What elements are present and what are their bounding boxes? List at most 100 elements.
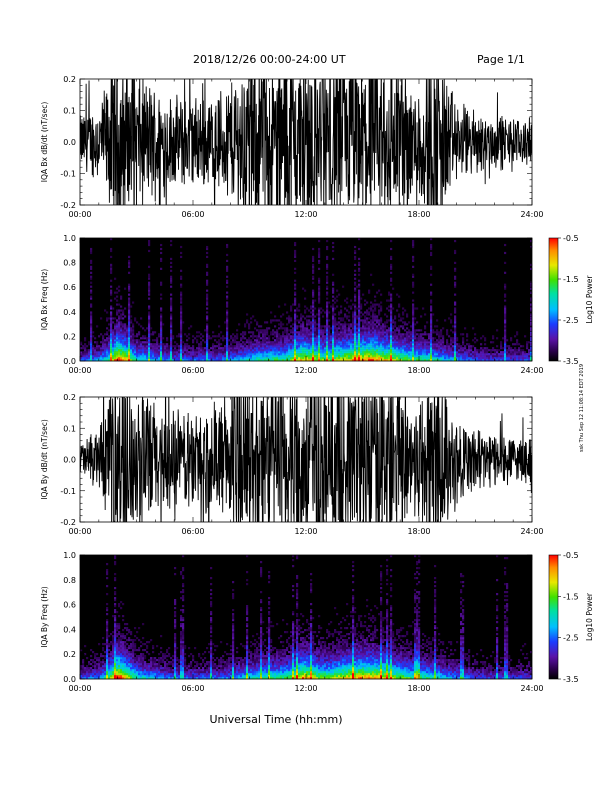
spectrogram-cell — [368, 351, 371, 354]
spectrogram-cell — [384, 343, 387, 346]
spectrogram-cell — [228, 357, 231, 360]
spectrogram-cell — [412, 285, 415, 288]
spectrogram-cell — [372, 309, 375, 312]
spectrogram-cell — [232, 353, 235, 356]
spectrogram-cell — [444, 353, 447, 356]
spectrogram-cell — [496, 357, 499, 360]
spectrogram-cell — [304, 357, 307, 360]
spectrogram-cell — [374, 333, 377, 336]
spectrogram-cell — [330, 333, 333, 336]
spectrogram-cell — [120, 337, 123, 340]
spectrogram-cell — [154, 331, 157, 334]
spectrogram-cell — [218, 359, 221, 362]
spectrogram-cell — [110, 329, 113, 332]
spectrogram-cell — [90, 671, 93, 674]
spectrogram-cell — [130, 645, 133, 648]
spectrogram-cell — [350, 357, 353, 360]
spectrogram-cell — [490, 341, 493, 344]
spectrogram-cell — [142, 355, 145, 358]
spectrogram-cell — [380, 343, 383, 346]
spectrogram-cell — [160, 351, 163, 354]
spectrogram-cell — [110, 327, 113, 330]
spectrogram-cell — [368, 343, 371, 346]
spectrogram-cell — [312, 321, 315, 324]
spectrogram-cell — [100, 667, 103, 670]
spectrogram-cell — [308, 353, 311, 356]
spectrogram-cell — [260, 359, 263, 362]
spectrogram-cell — [406, 345, 409, 348]
spectrogram-cell — [508, 351, 511, 354]
spectrogram-cell — [350, 329, 353, 332]
spectrogram-cell — [358, 319, 361, 322]
spectrogram-cell — [116, 329, 119, 332]
spectrogram-cell — [106, 647, 109, 650]
spectrogram-cell — [122, 641, 125, 644]
spectrogram-cell — [160, 335, 163, 338]
spectrogram-cell — [438, 351, 441, 354]
spectrogram-cell — [124, 655, 127, 658]
spectrogram-cell — [118, 351, 121, 354]
spectrogram-cell — [410, 341, 413, 344]
spectrogram-cell — [170, 301, 173, 304]
spectrogram-cell — [374, 305, 377, 308]
spectrogram-cell — [454, 325, 457, 328]
spectrogram-cell — [440, 353, 443, 356]
spectrogram-cell — [282, 323, 285, 326]
spectrogram-cell — [224, 349, 227, 352]
spectrogram-cell — [296, 351, 299, 354]
spectrogram-cell — [218, 335, 221, 338]
spectrogram-cell — [498, 353, 501, 356]
spectrogram-cell — [120, 653, 123, 656]
spectrogram-cell — [358, 355, 361, 358]
spectrogram-cell — [152, 351, 155, 354]
spectrogram-cell — [498, 357, 501, 360]
spectrogram-cell — [226, 333, 229, 336]
spectrogram-cell — [460, 345, 463, 348]
spectrogram-cell — [136, 667, 139, 670]
spectrogram-cell — [300, 319, 303, 322]
spectrogram-cell — [454, 333, 457, 336]
spectrogram-cell — [330, 359, 333, 362]
spectrogram-cell — [390, 355, 393, 358]
spectrogram-cell — [122, 665, 125, 668]
spectrogram-cell — [110, 673, 113, 676]
spectrogram-cell — [288, 353, 291, 356]
spectrogram-cell — [436, 343, 439, 346]
spectrogram-cell — [106, 659, 109, 662]
spectrogram-cell — [350, 351, 353, 354]
spectrogram-cell — [262, 345, 265, 348]
spectrogram-cell — [366, 331, 369, 334]
spectrogram-cell — [134, 665, 137, 668]
spectrogram-cell — [398, 349, 401, 352]
spectrogram-cell — [352, 333, 355, 336]
spectrogram-cell — [170, 359, 173, 362]
spectrogram-cell — [376, 331, 379, 334]
spectrogram-cell — [338, 331, 341, 334]
spectrogram-cell — [192, 353, 195, 356]
spectrogram-cell — [406, 323, 409, 326]
spectrogram-cell — [236, 343, 239, 346]
spectrogram-cell — [378, 353, 381, 356]
spectrogram-cell — [436, 325, 439, 328]
spectrogram-cell — [332, 313, 335, 316]
spectrogram-cell — [320, 357, 323, 360]
spectrogram-cell — [142, 357, 145, 360]
spectrogram-cell — [530, 337, 533, 340]
spectrogram-cell — [406, 313, 409, 316]
spectrogram-cell — [326, 301, 329, 304]
spectrogram-cell — [420, 315, 423, 318]
spectrogram-cell — [504, 261, 507, 264]
spectrogram-cell — [170, 335, 173, 338]
spectrogram-cell — [284, 351, 287, 354]
spectrogram-cell — [304, 331, 307, 334]
spectrogram-cell — [492, 337, 495, 340]
spectrogram-cell — [212, 349, 215, 352]
spectrogram-cell — [206, 289, 209, 292]
spectrogram-cell — [354, 345, 357, 348]
spectrogram-cell — [352, 331, 355, 334]
spectrogram-cell — [402, 325, 405, 328]
spectrogram-cell — [364, 327, 367, 330]
spectrogram-cell — [346, 341, 349, 344]
spectrogram-cell — [346, 309, 349, 312]
spectrogram-cell — [506, 351, 509, 354]
